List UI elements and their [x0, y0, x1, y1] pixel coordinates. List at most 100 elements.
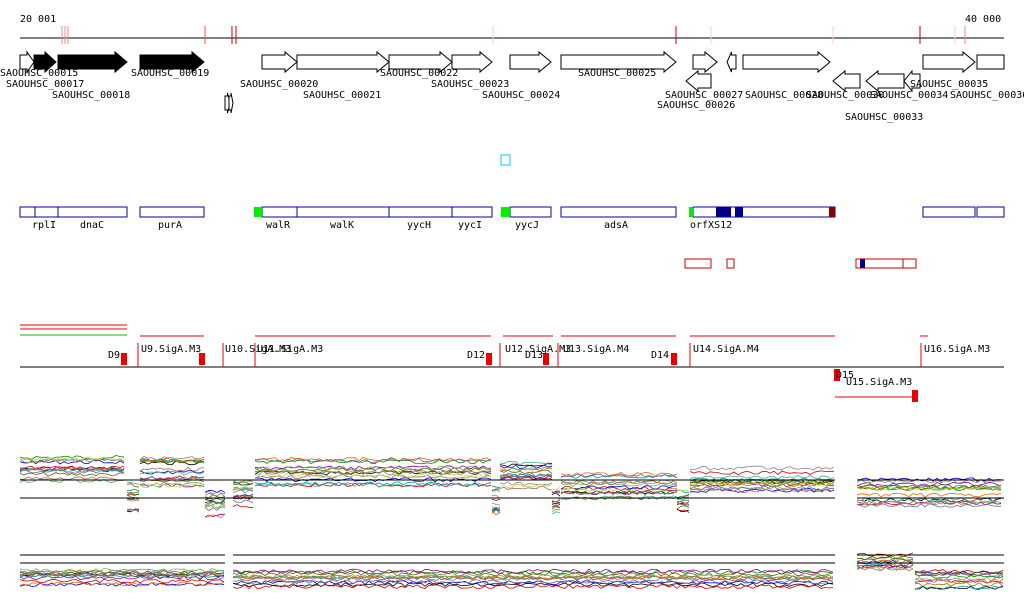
gene-arrow: [742, 50, 831, 74]
profile-line: [499, 485, 553, 491]
profile-line: [856, 503, 1002, 508]
profile-line: [499, 461, 553, 466]
profile-line: [232, 579, 834, 585]
profile-line: [204, 501, 226, 506]
profile-line: [499, 464, 553, 470]
profile-line: [856, 555, 914, 561]
profile-line: [204, 513, 225, 518]
gene-arrow: [296, 50, 390, 74]
segment-label: D9: [108, 350, 120, 361]
gene-label: SAOUHSC_00034: [870, 90, 948, 101]
segment-label: D13: [525, 350, 543, 361]
gene-arrow: [451, 50, 493, 74]
segment-marker: [834, 369, 840, 381]
profile-line: [19, 456, 125, 461]
profile-line: [232, 479, 254, 484]
profile-line: [19, 458, 125, 464]
gene-arrow: [57, 50, 128, 74]
segment-label: U12.SigA.M3: [505, 344, 571, 355]
profile-line: [491, 508, 501, 512]
profile-line: [204, 489, 226, 494]
profile-line: [126, 483, 140, 488]
profile-line: [491, 485, 501, 488]
cds-fill: [501, 207, 510, 217]
profile-line: [856, 492, 1002, 498]
profile-line: [204, 500, 226, 505]
profile-line: [689, 482, 835, 488]
cds-box: [451, 206, 493, 218]
profile-line: [491, 509, 501, 514]
profile-line: [914, 585, 1004, 591]
profile-line: [254, 465, 492, 471]
segment-label: U9.SigA.M3: [141, 344, 201, 355]
profile-line: [19, 472, 125, 477]
gene-label: SAOUHSC_00023: [431, 79, 509, 90]
profile-line: [689, 482, 835, 488]
profile-line: [689, 475, 835, 480]
gene-label: SAOUHSC_00024: [482, 90, 560, 101]
profile-line: [139, 456, 205, 461]
profile-line: [19, 581, 225, 587]
gene-label: SAOUHSC_00021: [303, 90, 381, 101]
profile-line: [914, 585, 1004, 590]
cds-box: [922, 206, 976, 218]
profile-line: [491, 502, 501, 506]
profile-line: [126, 491, 140, 496]
feature-box: [684, 258, 712, 269]
segment-label: U11.SigA.M3: [257, 344, 323, 355]
profile-line: [232, 499, 254, 504]
profile-line: [139, 466, 205, 472]
segment-marker: [121, 353, 127, 365]
profile-line: [204, 492, 226, 498]
gene-label: SAOUHSC_00018: [52, 90, 130, 101]
profile-line: [676, 505, 690, 510]
gene-name: yycI: [458, 220, 482, 231]
profile-line: [126, 497, 140, 502]
cds-box: [692, 206, 836, 218]
profile-line: [856, 566, 914, 571]
gene-arrow: [832, 69, 861, 93]
gene-name: rplI: [32, 220, 56, 231]
profile-line: [492, 489, 501, 492]
gene-label: SAOUHSC_00028: [745, 90, 823, 101]
profile-line: [560, 490, 678, 496]
gene-arrow: [139, 50, 205, 74]
profile-line: [232, 504, 254, 508]
profile-line: [856, 478, 1002, 484]
cds-fill: [716, 207, 731, 217]
profile-line: [254, 482, 492, 488]
profile-line: [19, 575, 225, 581]
gene-arrow: [685, 69, 712, 93]
profile-line: [19, 570, 225, 576]
gene-arrow: [388, 50, 453, 74]
gene-label: SAOUHSC_00017: [6, 79, 84, 90]
profile-line: [19, 574, 225, 580]
profile-line: [232, 576, 834, 582]
profile-line: [126, 481, 140, 485]
profile-line: [914, 578, 1004, 583]
segment-marker: [199, 353, 205, 365]
gene-arrow: [692, 50, 718, 74]
profile-line: [19, 572, 225, 578]
segment-label: U13.SigA.M4: [563, 344, 629, 355]
gene-name: orfXS12: [690, 220, 732, 231]
profile-line: [254, 470, 492, 476]
profile-line: [232, 486, 254, 491]
cds-fill: [254, 207, 262, 217]
gene-label: SAOUHSC_00030: [806, 90, 884, 101]
segment-label: U15.SigA.M3: [846, 377, 912, 388]
profile-line: [499, 483, 553, 489]
profile-line: [914, 576, 1004, 582]
profile-line: [232, 479, 254, 484]
gene-name: adsA: [604, 220, 628, 231]
gene-name: walR: [266, 220, 291, 231]
profile-line: [19, 454, 125, 460]
profile-line: [499, 467, 553, 472]
profile-line: [491, 498, 501, 501]
profile-line: [204, 504, 226, 510]
profile-line: [254, 457, 492, 462]
profile-line: [856, 500, 1002, 506]
profile-line: [126, 488, 140, 492]
profile-line: [560, 485, 678, 491]
